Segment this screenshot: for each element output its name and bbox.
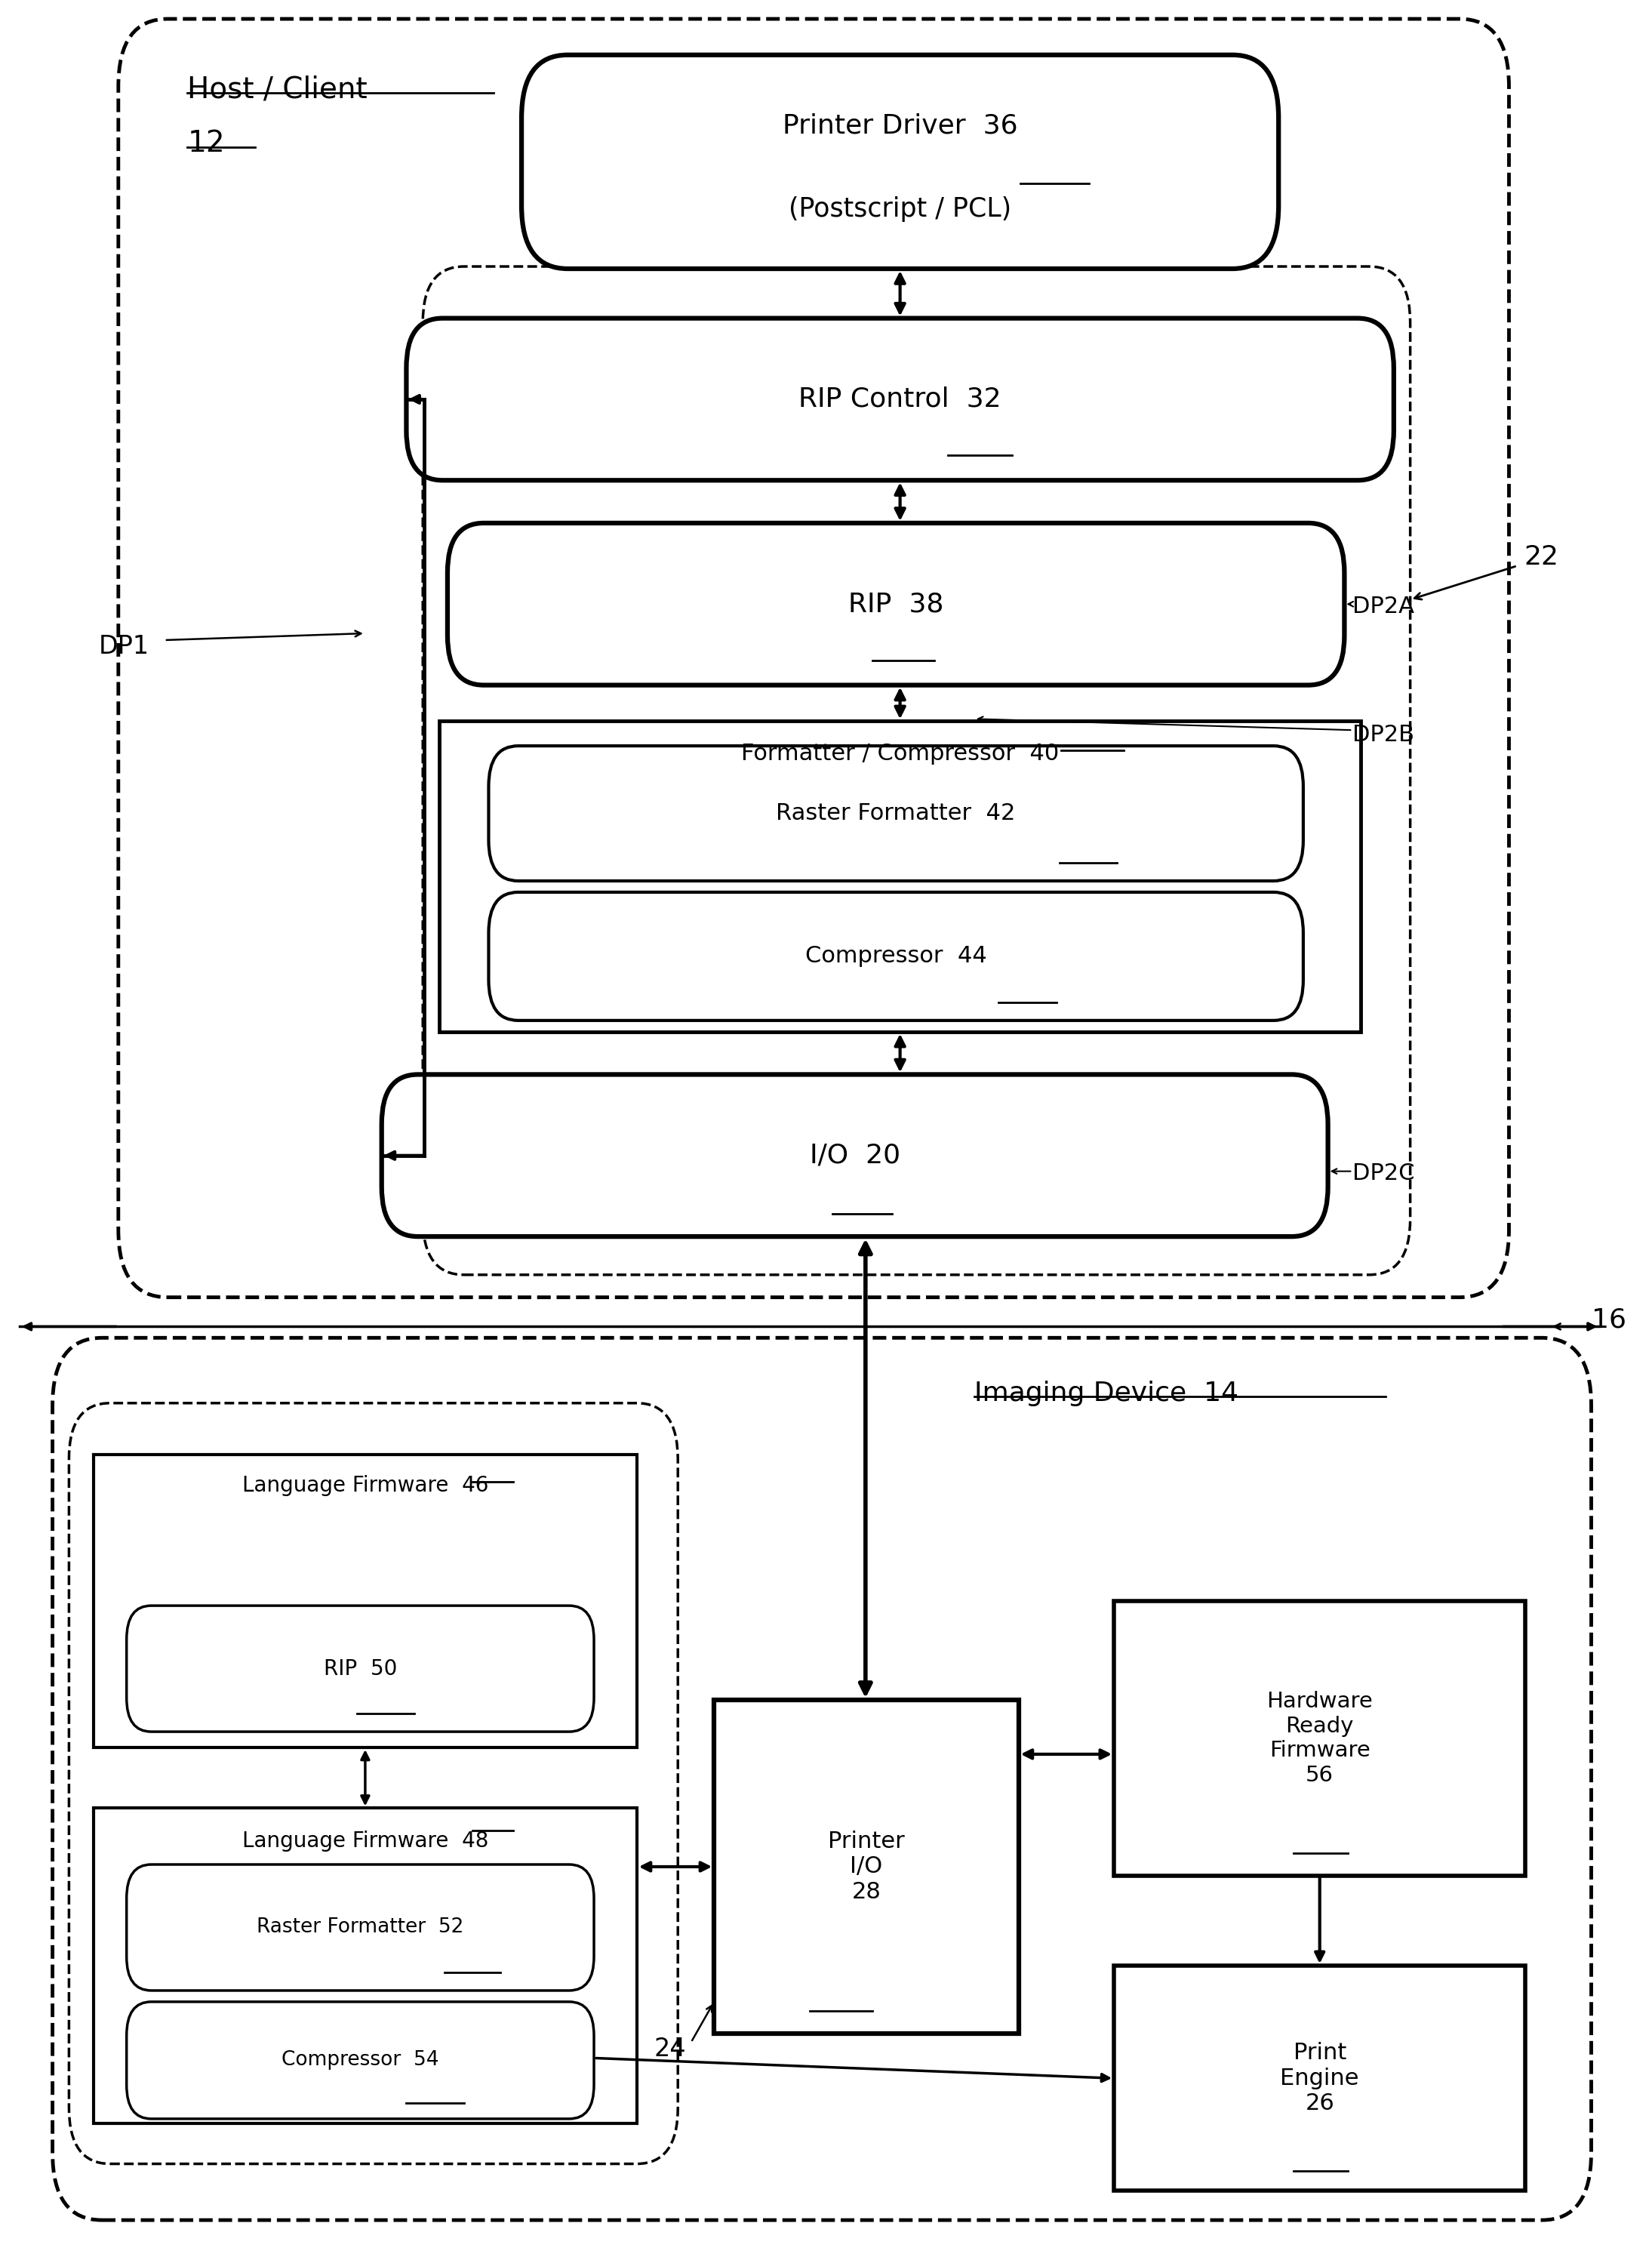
FancyBboxPatch shape [94,1808,636,2124]
Text: 22: 22 [1523,544,1558,569]
FancyBboxPatch shape [127,1605,595,1731]
Text: Compressor  44: Compressor 44 [805,946,986,968]
FancyBboxPatch shape [439,722,1361,1031]
Text: 16: 16 [1591,1307,1626,1332]
FancyBboxPatch shape [1113,1600,1525,1876]
Text: Printer Driver  36: Printer Driver 36 [783,113,1018,138]
Text: Formatter / Compressor  40: Formatter / Compressor 40 [742,743,1059,765]
Text: DP2C: DP2C [1353,1162,1414,1185]
Text: RIP  38: RIP 38 [847,591,943,616]
FancyBboxPatch shape [94,1456,636,1747]
Text: Raster Formatter  52: Raster Formatter 52 [256,1918,464,1937]
Text: Compressor  54: Compressor 54 [281,2049,439,2070]
Text: Print
Engine
26: Print Engine 26 [1280,2043,1360,2115]
FancyBboxPatch shape [1113,1966,1525,2192]
Text: I/O  20: I/O 20 [809,1142,900,1169]
FancyBboxPatch shape [489,892,1303,1020]
FancyBboxPatch shape [448,524,1345,686]
Text: 24: 24 [654,2036,686,2061]
FancyBboxPatch shape [406,318,1394,481]
Text: Raster Formatter  42: Raster Formatter 42 [776,803,1016,824]
Text: Language Firmware  48: Language Firmware 48 [243,1830,489,1851]
FancyBboxPatch shape [127,2002,595,2119]
Text: (Postscript / PCL): (Postscript / PCL) [788,196,1011,221]
Text: Language Firmware  46: Language Firmware 46 [243,1476,489,1496]
Text: 12: 12 [187,129,225,158]
Text: RIP Control  32: RIP Control 32 [798,386,1001,413]
Text: DP1: DP1 [99,634,149,659]
FancyBboxPatch shape [127,1864,595,1991]
Text: DP2B: DP2B [1353,724,1414,745]
Text: Hardware
Ready
Firmware
56: Hardware Ready Firmware 56 [1267,1690,1373,1785]
FancyBboxPatch shape [714,1700,1019,2034]
Text: RIP  50: RIP 50 [324,1659,396,1679]
FancyBboxPatch shape [489,745,1303,880]
Text: Host / Client: Host / Client [187,74,367,104]
Text: Imaging Device  14: Imaging Device 14 [975,1381,1239,1406]
Text: Printer
I/O
28: Printer I/O 28 [828,1830,905,1903]
Text: DP2A: DP2A [1353,596,1414,616]
FancyBboxPatch shape [522,54,1279,269]
FancyBboxPatch shape [382,1074,1328,1237]
